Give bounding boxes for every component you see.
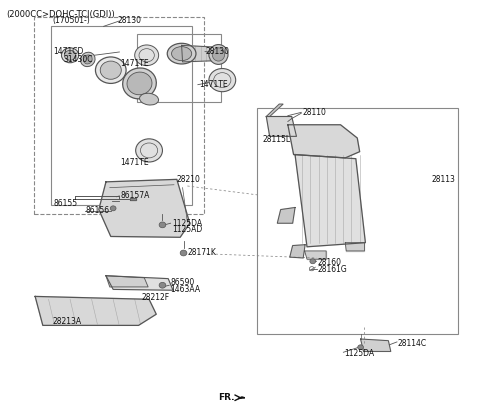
Text: 28110: 28110 [302,108,326,117]
Text: 86590: 86590 [170,278,195,287]
Circle shape [310,259,316,264]
Text: 1471TE: 1471TE [199,80,228,89]
Text: (170501-): (170501-) [52,16,90,25]
Text: 1463AA: 1463AA [170,285,201,294]
Text: 1125DA: 1125DA [172,219,202,228]
Text: 28161G: 28161G [318,265,348,274]
Text: 28130: 28130 [205,46,229,56]
Text: 28114C: 28114C [398,339,427,348]
Polygon shape [238,397,245,398]
Text: 1471CD: 1471CD [53,46,84,56]
Polygon shape [290,245,305,258]
Text: 28213A: 28213A [52,317,82,326]
Text: 28210: 28210 [177,175,201,184]
Circle shape [100,61,121,79]
Text: 28160: 28160 [318,258,342,266]
Ellipse shape [209,44,228,64]
Circle shape [209,68,236,92]
Polygon shape [295,154,365,247]
Polygon shape [288,125,360,158]
Text: 1125DA: 1125DA [344,349,374,358]
Text: 86156: 86156 [86,206,110,215]
Ellipse shape [127,72,152,95]
Ellipse shape [171,46,192,61]
Text: FR.: FR. [218,393,235,402]
Polygon shape [277,208,295,223]
Text: 1471TE: 1471TE [120,59,149,68]
Text: 28113: 28113 [432,175,456,184]
Text: 28130: 28130 [118,16,142,25]
Ellipse shape [84,55,92,64]
Circle shape [159,222,166,228]
Text: 1471TE: 1471TE [120,159,149,167]
Circle shape [135,45,158,66]
Polygon shape [181,45,215,62]
Polygon shape [106,276,148,287]
Ellipse shape [212,48,225,61]
Polygon shape [35,296,156,325]
Polygon shape [266,104,283,117]
Circle shape [96,57,126,83]
Circle shape [136,139,162,162]
Ellipse shape [167,43,196,64]
Text: 1125AD: 1125AD [172,225,202,234]
Polygon shape [99,179,190,237]
Text: 28212F: 28212F [142,293,170,302]
Ellipse shape [140,93,158,105]
Polygon shape [305,251,326,259]
Polygon shape [130,198,136,200]
Text: 86157A: 86157A [120,191,150,200]
Circle shape [64,50,76,60]
Text: 86155: 86155 [53,199,77,208]
Polygon shape [266,117,297,137]
Polygon shape [106,276,173,290]
Text: 28171K: 28171K [187,249,216,257]
Circle shape [110,206,116,211]
Polygon shape [360,339,391,352]
Text: (2000CC>DOHC-TCI(GDI)): (2000CC>DOHC-TCI(GDI)) [6,10,115,19]
Polygon shape [345,243,364,251]
Circle shape [358,345,363,350]
Ellipse shape [123,68,156,99]
Text: 28115L: 28115L [263,135,291,144]
Circle shape [159,282,166,288]
Circle shape [61,48,79,63]
Circle shape [180,250,187,256]
Text: 31430C: 31430C [63,55,93,64]
Ellipse shape [81,52,95,66]
